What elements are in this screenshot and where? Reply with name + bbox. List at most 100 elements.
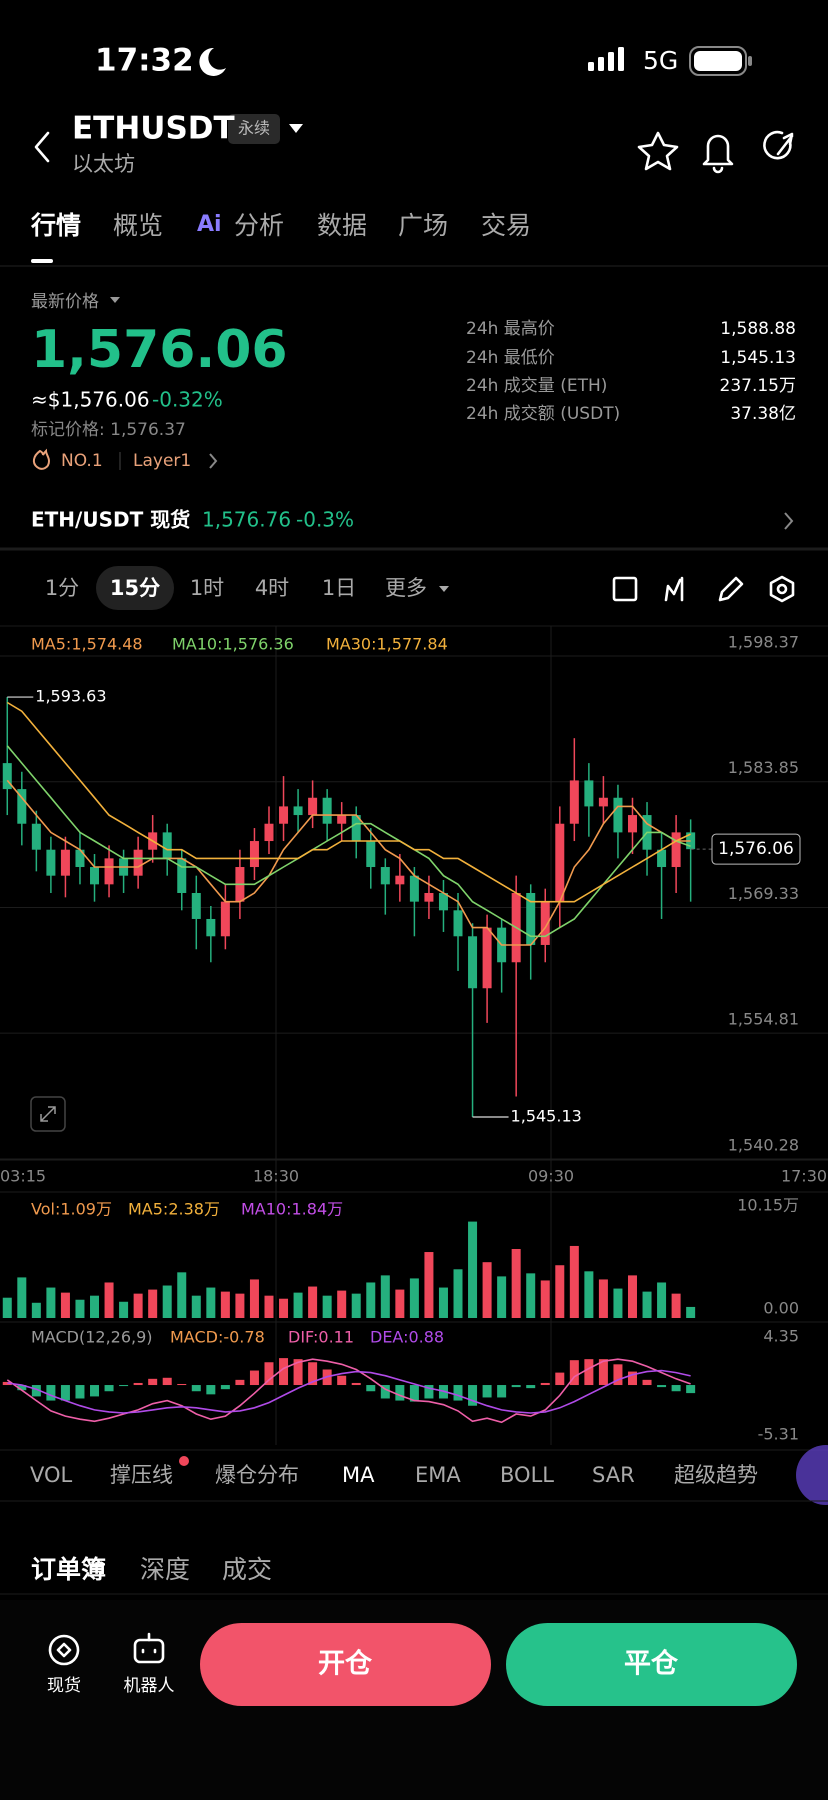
share-button[interactable] [763,130,794,160]
spot-label[interactable]: 现货 [47,1676,81,1696]
spot-icon[interactable] [48,1634,80,1666]
symbol-dropdown[interactable] [289,124,303,133]
timeframe[interactable]: 1时 [190,576,224,600]
candle-body [206,918,216,937]
x-tick-label: 18:30 [253,1167,299,1186]
favorite-button[interactable] [637,131,679,171]
indicator-tab[interactable]: 撑压线 [110,1463,173,1487]
more-dropdown[interactable] [439,586,449,592]
asset-name: 以太坊 [72,152,135,176]
volume-bar [293,1292,303,1318]
candle-body [264,823,274,842]
volume-bar [162,1285,172,1318]
volume-bar [438,1287,448,1318]
timeframe[interactable]: 15分 [110,576,160,600]
ma-line [6,779,691,946]
new-dot [179,1456,189,1466]
badge-bg [228,114,280,144]
indicator-tab[interactable]: SAR [592,1463,635,1487]
volume-bar [511,1248,521,1318]
more-indicators[interactable] [796,1445,828,1505]
candle-body [46,849,56,876]
macd-line [6,1358,691,1424]
alert-button[interactable] [702,134,734,174]
candle-body [337,815,347,824]
bot-label[interactable]: 机器人 [124,1676,175,1696]
y-tick-label: 1,540.28 [728,1136,799,1155]
fullscreen-tool[interactable] [612,576,638,602]
price-dropdown[interactable] [110,297,120,303]
indicator-tab[interactable]: 超级趋势 [674,1463,758,1487]
indicator-tab[interactable]: BOLL [500,1463,554,1487]
timeframe[interactable]: 1日 [322,576,356,600]
volume-bar [322,1295,332,1318]
symbol-title[interactable]: ETHUSDT [72,111,235,147]
y-tick-label: -5.31 [758,1425,799,1444]
macd-bar [133,1382,143,1386]
volume-bar [60,1292,70,1318]
last-price: 1,576.06 [31,320,288,380]
indicator-tab[interactable]: MA [342,1463,375,1487]
spot-pair[interactable]: ETH/USDT 现货 [31,508,190,532]
indicator-tab[interactable]: VOL [30,1463,73,1487]
macd-bar [569,1360,579,1386]
close-label[interactable]: 平仓 [624,1649,679,1680]
draw-tool[interactable] [718,576,744,602]
price-change: -0.32% [152,388,223,412]
macd-bar [162,1377,172,1386]
open-button[interactable] [200,1623,491,1706]
volume-bar [191,1295,201,1318]
tab[interactable]: 交易 [481,211,531,240]
candle-body [584,780,594,807]
tab-underline [31,259,53,263]
stat-label: 24h 最低价 [466,348,555,368]
timeframe[interactable]: 4时 [255,576,289,600]
tab[interactable]: 概览 [113,211,163,240]
spot-change: -0.3% [296,508,354,532]
macd-bar [249,1370,259,1386]
back-button[interactable] [34,131,50,163]
candle-body [104,858,114,885]
candle-body [366,841,376,868]
book-tab[interactable]: 成交 [222,1555,272,1584]
legend-entry: MA30:1,577.84 [326,635,448,654]
sector-chevron[interactable] [209,453,218,469]
book-tab[interactable]: 订单簿 [31,1555,106,1584]
book-tab[interactable]: 深度 [140,1555,190,1584]
settings-tool[interactable] [769,575,795,603]
network-label: 5G [643,46,678,75]
candle-body [555,823,565,902]
sector-tag[interactable]: Layer1 [133,451,191,471]
tab[interactable]: 分析 [234,211,284,240]
legend-entry: MACD:-0.78 [170,1328,265,1347]
volume-bar [104,1282,114,1318]
tab[interactable]: 广场 [398,211,448,240]
volume-bar [279,1298,289,1318]
macd-bar [497,1385,507,1398]
spot-chevron[interactable] [784,512,794,530]
indicator-tool[interactable] [664,576,684,602]
open-label[interactable]: 开仓 [318,1649,373,1680]
tab[interactable]: 数据 [317,211,367,240]
volume-bar [206,1287,216,1318]
ma-line [6,745,691,938]
indicator-tab[interactable]: 爆仓分布 [215,1463,299,1487]
macd-bar [526,1385,536,1389]
timeframe[interactable]: 1分 [45,576,79,600]
candle-body [2,763,12,790]
timeframe[interactable]: 更多 [385,576,427,600]
tab[interactable]: 行情 [30,211,81,240]
indicator-tab[interactable]: EMA [415,1463,461,1487]
macd-bar [148,1378,158,1386]
volume-bar [17,1277,27,1318]
candle-body [380,867,390,885]
close-button[interactable] [506,1623,797,1706]
macd-bar [220,1385,230,1390]
battery-level [694,51,742,71]
legend-entry: MA5:1,574.48 [31,635,143,654]
candle-body [308,797,318,816]
usd-price: ≈$1,576.06 [31,388,150,412]
expand-button[interactable] [30,1096,66,1132]
y-tick-label: 10.15万 [737,1196,799,1215]
